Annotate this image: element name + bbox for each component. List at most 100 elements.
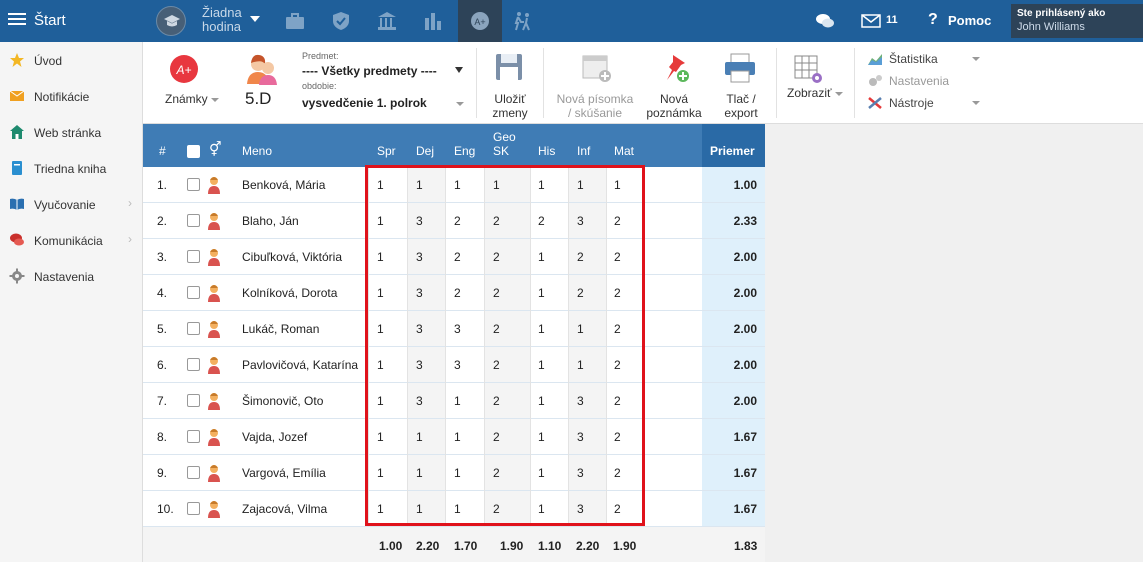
header-subject-his[interactable]: His [538, 144, 556, 158]
grade-cell[interactable]: 1 [377, 394, 384, 408]
tools-menu[interactable]: Nástroje [867, 96, 987, 112]
grade-cell[interactable]: 3 [454, 322, 461, 336]
grade-cell[interactable]: 1 [416, 466, 423, 480]
user-account-box[interactable]: Ste prihlásený ako John Williams [1011, 4, 1143, 38]
grade-cell[interactable]: 2 [614, 466, 621, 480]
student-name[interactable]: Lukáč, Roman [242, 322, 320, 336]
grade-cell[interactable]: 2 [614, 358, 621, 372]
grade-cell[interactable]: 1 [538, 358, 545, 372]
new-note-button[interactable]: Nová poznámka [641, 50, 707, 120]
grades-button[interactable]: A+ Známky [159, 50, 219, 116]
grade-cell[interactable]: 1 [416, 178, 423, 192]
header-average[interactable]: Priemer [710, 144, 755, 158]
grade-cell[interactable]: 1 [377, 502, 384, 516]
grade-cell[interactable]: 2 [577, 286, 584, 300]
grade-cell[interactable]: 2 [493, 358, 500, 372]
grade-cell[interactable]: 1 [377, 214, 384, 228]
grade-cell[interactable]: 2 [614, 250, 621, 264]
grade-cell[interactable]: 1 [614, 178, 621, 192]
grade-cell[interactable]: 1 [377, 250, 384, 264]
row-checkbox[interactable] [187, 250, 200, 263]
sidebar-item-uvod[interactable]: Úvod [0, 42, 143, 78]
grade-cell[interactable]: 2 [493, 394, 500, 408]
student-name[interactable]: Zajacová, Vilma [242, 502, 328, 516]
grade-cell[interactable]: 1 [377, 322, 384, 336]
grade-cell[interactable]: 2 [454, 286, 461, 300]
grades-tab[interactable]: A+ [458, 0, 502, 42]
grade-cell[interactable]: 2 [614, 394, 621, 408]
help-link[interactable]: Pomoc [948, 13, 992, 28]
period-select[interactable]: vysvedčenie 1. polrok [302, 96, 427, 110]
grade-cell[interactable]: 1 [454, 502, 461, 516]
header-subject-geo-sk[interactable]: Geo SK [493, 130, 516, 158]
grade-cell[interactable]: 3 [577, 502, 584, 516]
header-subject-spr[interactable]: Spr [377, 144, 396, 158]
header-subject-inf[interactable]: Inf [577, 144, 591, 158]
row-checkbox[interactable] [187, 430, 200, 443]
grade-cell[interactable]: 2 [493, 466, 500, 480]
view-button[interactable]: Zobraziť [783, 50, 849, 116]
grade-cell[interactable]: 2 [614, 214, 621, 228]
class-selector[interactable]: 5.D [239, 50, 289, 116]
grade-cell[interactable]: 1 [538, 322, 545, 336]
statistics-menu[interactable]: Štatistika [867, 52, 987, 68]
grade-cell[interactable]: 3 [416, 358, 423, 372]
student-name[interactable]: Benková, Mária [242, 178, 326, 192]
grade-cell[interactable]: 3 [577, 466, 584, 480]
row-checkbox[interactable] [187, 502, 200, 515]
shield-icon[interactable] [330, 10, 352, 32]
grade-cell[interactable]: 1 [538, 178, 545, 192]
student-name[interactable]: Blaho, Ján [242, 214, 299, 228]
student-name[interactable]: Vargová, Emília [242, 466, 326, 480]
grade-cell[interactable]: 3 [416, 322, 423, 336]
grade-cell[interactable]: 3 [577, 430, 584, 444]
hamburger-menu-icon[interactable] [8, 10, 28, 30]
row-checkbox[interactable] [187, 322, 200, 335]
sidebar-item-nastavenia[interactable]: Nastavenia [0, 258, 143, 294]
grade-cell[interactable]: 1 [538, 250, 545, 264]
sidebar-item-notifikacie[interactable]: Notifikácie [0, 78, 143, 114]
grade-cell[interactable]: 1 [538, 466, 545, 480]
grade-cell[interactable]: 1 [377, 466, 384, 480]
grade-cell[interactable]: 2 [493, 322, 500, 336]
grade-cell[interactable]: 2 [493, 502, 500, 516]
header-subject-dej[interactable]: Dej [416, 144, 435, 158]
grade-cell[interactable]: 1 [377, 358, 384, 372]
sidebar-item-vyucovanie[interactable]: Vyučovanie › [0, 186, 143, 222]
grade-cell[interactable]: 1 [377, 286, 384, 300]
grade-cell[interactable]: 2 [614, 322, 621, 336]
start-link[interactable]: Štart [34, 12, 66, 29]
grade-cell[interactable]: 2 [538, 214, 545, 228]
grade-cell[interactable]: 2 [614, 502, 621, 516]
settings-menu[interactable]: Nastavenia [867, 74, 987, 90]
envelope-icon[interactable] [861, 14, 881, 28]
sidebar-item-web-stranka[interactable]: Web stránka [0, 114, 143, 150]
grade-cell[interactable]: 3 [577, 394, 584, 408]
student-name[interactable]: Pavlovičová, Katarína [242, 358, 359, 372]
grade-cell[interactable]: 1 [377, 430, 384, 444]
lesson-selector[interactable]: Žiadna hodina [144, 0, 274, 42]
grade-cell[interactable]: 2 [614, 286, 621, 300]
grade-cell[interactable]: 3 [416, 394, 423, 408]
student-name[interactable]: Cibuľková, Viktória [242, 250, 342, 264]
bank-icon[interactable] [376, 10, 398, 32]
print-export-button[interactable]: Tlač / export [715, 50, 767, 120]
grade-cell[interactable]: 1 [577, 322, 584, 336]
grade-cell[interactable]: 1 [538, 394, 545, 408]
grade-cell[interactable]: 2 [454, 250, 461, 264]
grade-cell[interactable]: 3 [416, 286, 423, 300]
row-checkbox[interactable] [187, 214, 200, 227]
bar-chart-icon[interactable] [422, 10, 444, 32]
row-checkbox[interactable] [187, 178, 200, 191]
sidebar-item-triedna-kniha[interactable]: Triedna kniha [0, 150, 143, 186]
header-subject-eng[interactable]: Eng [454, 144, 476, 158]
grade-cell[interactable]: 2 [454, 214, 461, 228]
header-name[interactable]: Meno [242, 144, 273, 158]
row-checkbox[interactable] [187, 358, 200, 371]
grade-cell[interactable]: 2 [493, 430, 500, 444]
grade-cell[interactable]: 1 [538, 286, 545, 300]
grade-cell[interactable]: 1 [416, 502, 423, 516]
grade-cell[interactable]: 1 [538, 430, 545, 444]
subject-select[interactable]: ---- Všetky predmety ---- [302, 64, 437, 78]
gender-icon[interactable]: ⚥ [209, 141, 222, 157]
